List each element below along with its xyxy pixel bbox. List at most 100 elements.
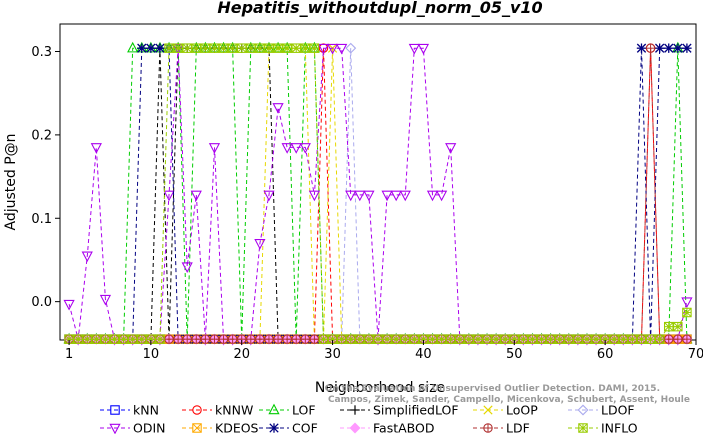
data-point-odin (208, 143, 221, 154)
data-point-odin (99, 294, 112, 306)
x-axis-ticks: 1 10 20 30 40 50 60 70 (65, 340, 703, 362)
data-point-odin (81, 251, 93, 263)
data-point-inflo (355, 334, 365, 344)
data-point-inflo (409, 334, 420, 344)
data-point-inflo (482, 334, 492, 344)
data-point-cof (155, 43, 165, 53)
legend-item-odin: ODIN (100, 421, 166, 434)
data-point-inflo (118, 334, 129, 344)
data-point-odin (308, 190, 321, 202)
data-point-odin (281, 143, 293, 154)
data-point-ldf (191, 334, 202, 344)
data-point-inflo (137, 334, 147, 344)
data-point-ldf (673, 334, 683, 344)
data-point-inflo (227, 43, 238, 53)
series-lof (63, 41, 693, 344)
data-point-inflo (255, 43, 265, 53)
data-point-inflo (682, 307, 692, 318)
legend-item-inflo: INFLO (568, 421, 638, 434)
data-point-inflo (291, 43, 301, 53)
legend: kNN kNNW LOF SimplifiedLOF LoOP LDOF ODIN KDEOS… (100, 403, 638, 434)
series-simplifiedlof (64, 43, 692, 344)
legend-label-cof: COF (292, 421, 318, 434)
series-line-ldof (69, 48, 687, 340)
data-point-ldf (209, 334, 220, 344)
y-tick-label: 0.3 (31, 45, 52, 60)
data-point-inflo (636, 334, 647, 344)
data-point-inflo (663, 321, 674, 332)
series-line-knnw (69, 48, 687, 340)
data-point-odin (290, 143, 302, 154)
data-point-ldf (300, 334, 311, 344)
data-point-ldf (264, 334, 274, 344)
data-point-ldf (282, 334, 292, 344)
credit-line-2: Campos, Zimek, Sander, Campello, Micenko… (328, 395, 690, 405)
data-point-ldf (645, 43, 656, 53)
data-point-inflo (500, 334, 510, 344)
x-tick-label: 1 (65, 347, 73, 362)
data-point-odin (354, 190, 366, 202)
data-point-inflo (455, 334, 465, 344)
data-point-ldf (682, 334, 692, 344)
y-tick-label: 0.1 (31, 212, 52, 227)
legend-marker-knnw (192, 405, 202, 415)
legend-marker-kdeos (192, 423, 202, 433)
series-line-loop (69, 47, 687, 340)
data-point-ldof (345, 42, 357, 54)
data-point-inflo (400, 334, 411, 344)
data-point-inflo (318, 334, 329, 344)
data-point-inflo (236, 43, 247, 53)
data-point-inflo (427, 334, 438, 344)
data-point-ldf (227, 334, 238, 344)
data-point-ldf (218, 334, 229, 344)
data-point-inflo (209, 43, 220, 53)
data-point-inflo (645, 334, 656, 344)
data-point-inflo (191, 43, 202, 53)
data-point-ldf (173, 334, 183, 344)
data-point-inflo (564, 334, 574, 344)
data-point-inflo (182, 43, 192, 53)
series-line-odin (68, 47, 688, 340)
data-point-ldf (273, 334, 283, 344)
data-point-inflo (491, 334, 501, 344)
data-point-inflo (218, 43, 229, 53)
legend-label-ldof: LDOF (601, 403, 635, 418)
data-point-inflo (518, 334, 529, 344)
y-axis-label: Adjusted P@n (3, 133, 19, 230)
data-point-cof (636, 43, 647, 53)
data-point-inflo (164, 43, 174, 53)
data-point-inflo (373, 334, 383, 344)
data-point-odin (417, 43, 430, 55)
x-tick-label: 60 (597, 347, 614, 362)
legend-marker-odin (109, 423, 121, 434)
data-point-cof (654, 43, 665, 53)
data-point-inflo (327, 334, 338, 344)
legend-marker-cof (269, 423, 279, 433)
chart-title: Hepatitis_withoutdupl_norm_05_v10 (217, 0, 542, 17)
data-point-ldf (246, 334, 256, 344)
legend-label-ldf: LDF (506, 421, 530, 434)
data-point-inflo (609, 334, 619, 344)
data-point-inflo (391, 334, 401, 344)
data-point-cof (673, 43, 683, 53)
data-point-odin (381, 190, 393, 202)
legend-label-kdeos: KDEOS (215, 421, 259, 434)
legend-marker-fastabod (349, 422, 361, 434)
y-axis-ticks: 0.0 0.1 0.2 0.3 (31, 45, 60, 310)
data-point-inflo (445, 334, 456, 344)
series-line-simplifiedlof (69, 47, 687, 340)
data-point-odin (263, 190, 275, 202)
legend-marker-ldof (577, 404, 589, 416)
data-point-odin (390, 190, 402, 202)
legend-marker-ldf (483, 423, 493, 433)
data-point-inflo (627, 334, 638, 344)
legend-label-inflo: INFLO (601, 421, 638, 434)
x-tick-label: 40 (415, 347, 432, 362)
data-point-odin (681, 297, 693, 309)
legend-item-ldof: LDOF (568, 403, 635, 418)
data-point-inflo (545, 334, 556, 344)
data-point-cof (137, 43, 147, 53)
data-point-inflo (536, 334, 547, 344)
legend-label-simplifiedlof: SimplifiedLOF (373, 403, 459, 418)
data-point-inflo (264, 43, 274, 53)
